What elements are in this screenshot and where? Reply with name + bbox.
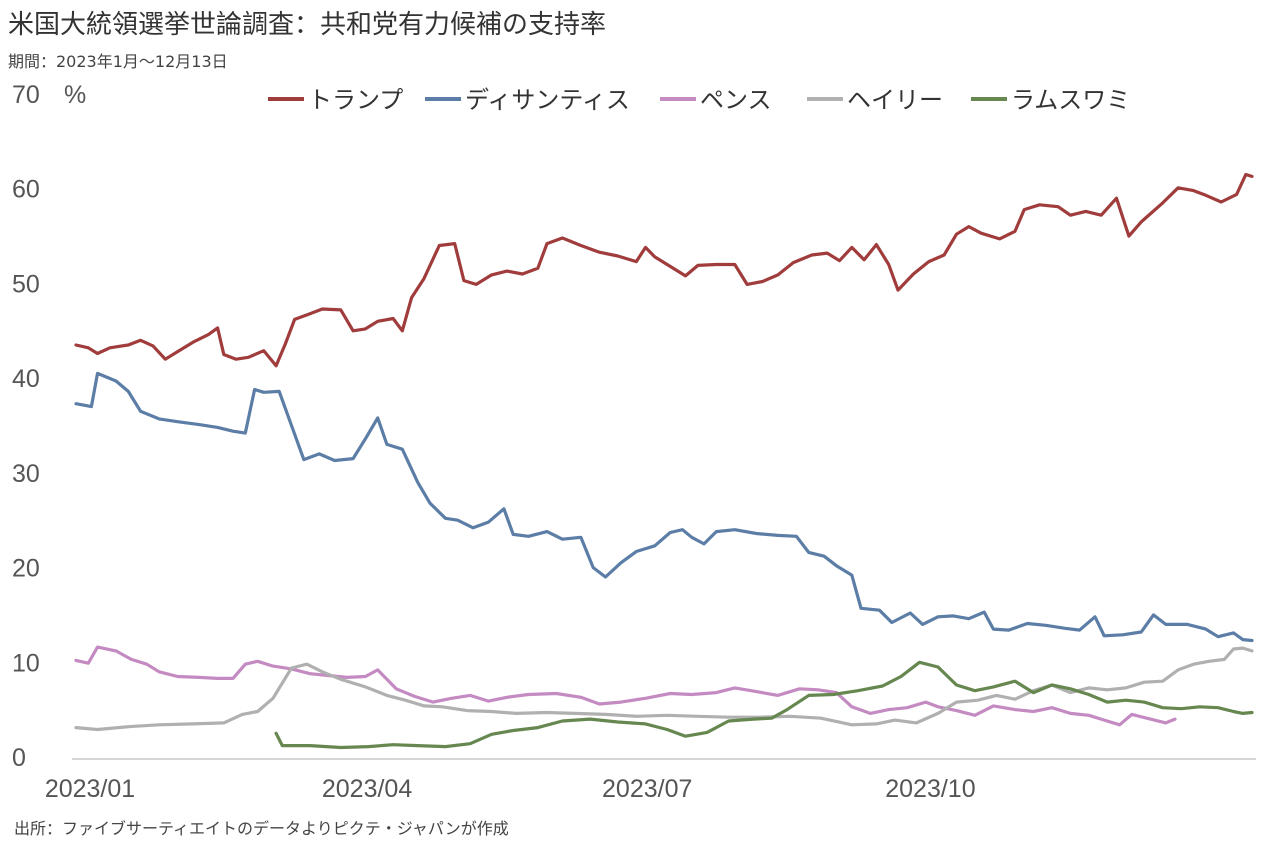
y-tick-label: 50 xyxy=(12,270,40,298)
y-tick-label: 20 xyxy=(12,555,40,583)
x-tick-label: 2023/07 xyxy=(602,775,692,803)
y-tick-label: 10 xyxy=(12,649,40,677)
x-tick-label: 2023/10 xyxy=(885,775,975,803)
y-tick-label: 40 xyxy=(12,365,40,393)
legend-item-2: ペンス xyxy=(660,86,772,114)
series-line-0 xyxy=(74,172,1254,368)
legend-label: ペンス xyxy=(700,86,772,114)
legend-label: ラムスワミ xyxy=(1011,86,1130,114)
series-layer xyxy=(74,172,1254,750)
legend: トランプ ディサンティス ペンス ヘイリー ラムスワミ xyxy=(268,86,1130,114)
legend-label: ディサンティス xyxy=(465,86,630,114)
x-tick-label: 2023/01 xyxy=(45,775,135,803)
chart-period: 期間：2023年1月～12月13日 xyxy=(8,52,228,71)
legend-item-0: トランプ xyxy=(268,86,403,114)
series-line-3 xyxy=(74,646,1254,732)
legend-label: トランプ xyxy=(308,86,403,114)
chart-title: 米国大統領選挙世論調査：共和党有力候補の支持率 xyxy=(8,10,607,40)
y-tick-label: 60 xyxy=(12,176,40,204)
series-line-1 xyxy=(74,371,1254,643)
legend-label: ヘイリー xyxy=(847,86,943,114)
y-unit-label: % xyxy=(64,81,86,109)
series-line-2 xyxy=(74,645,1177,727)
series-line-4 xyxy=(274,660,1254,750)
legend-item-1: ディサンティス xyxy=(425,86,630,114)
y-tick-label: 70 xyxy=(12,81,40,109)
x-tick-label: 2023/04 xyxy=(322,775,412,803)
y-tick-label: 30 xyxy=(12,460,40,488)
y-tick-label: 0 xyxy=(12,744,26,772)
legend-item-4: ラムスワミ xyxy=(971,86,1130,114)
chart-source: 出所：ファイブサーティエイトのデータよりピクテ・ジャパンが作成 xyxy=(14,819,509,838)
legend-item-3: ヘイリー xyxy=(807,86,943,114)
axis-layer: 0 10 20 30 40 50 60 70 % 2023/01 2023/04 2023/07 202… xyxy=(12,81,1256,803)
